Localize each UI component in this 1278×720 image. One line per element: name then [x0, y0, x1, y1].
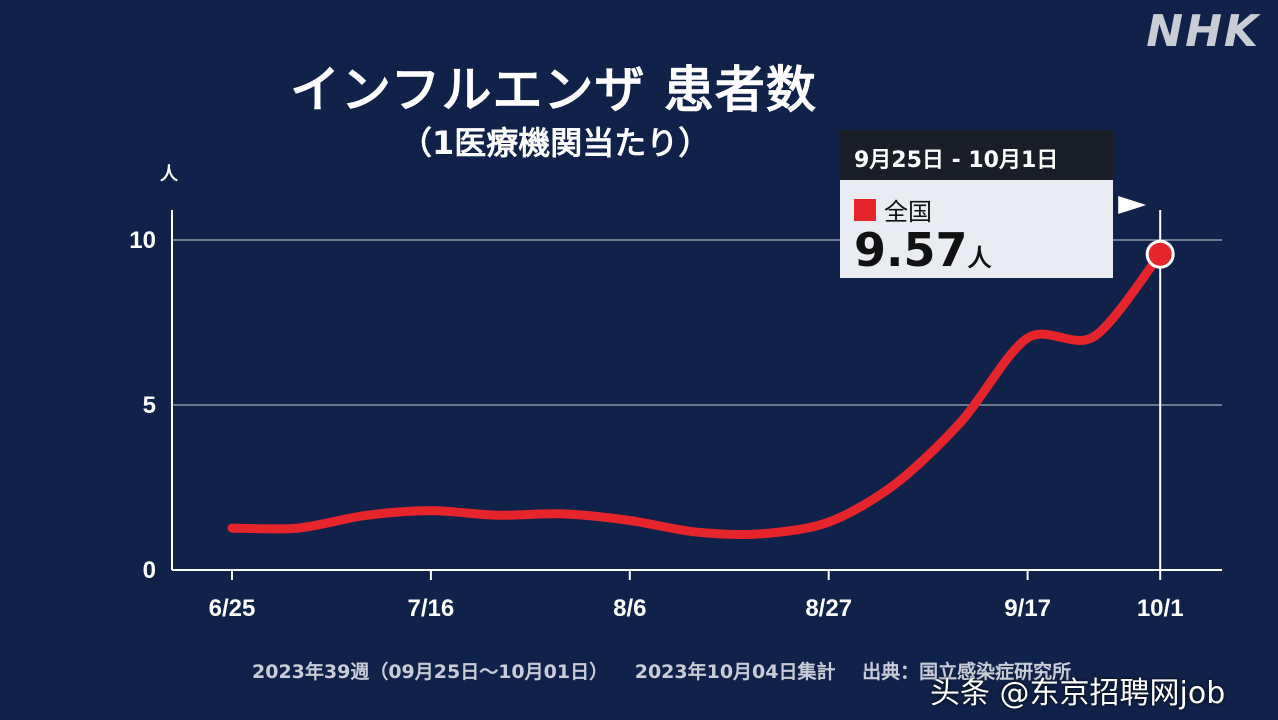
- tooltip-body: 全国 9.57人: [840, 180, 1113, 278]
- footer-aggregated: 2023年10月04日集計: [634, 661, 836, 683]
- y-tick-label: 10: [129, 227, 156, 254]
- tooltip-value: 9.57: [854, 223, 968, 277]
- chart-title: インフルエンザ 患者数: [290, 61, 817, 119]
- y-tick-label: 0: [143, 557, 156, 584]
- tooltip-unit: 人: [967, 244, 992, 272]
- x-tick-label: 7/16: [408, 595, 455, 622]
- footer-week: 2023年39週（09月25日～10月01日）: [252, 661, 609, 683]
- x-tick-label: 8/6: [613, 595, 646, 622]
- series-line-zenkoku: [227, 249, 1165, 539]
- nhk-logo: NHK: [1146, 6, 1260, 57]
- highlight-point: [1145, 239, 1175, 269]
- x-tick-label: 10/1: [1137, 595, 1184, 622]
- flag-marker: [1118, 196, 1147, 214]
- footer-source: 出典：国立感染症研究所: [862, 661, 1072, 683]
- tooltip-series-label: 全国: [884, 198, 932, 226]
- tooltip-series: 全国: [854, 192, 1099, 227]
- x-tick-label: 8/27: [805, 595, 852, 622]
- tooltip-period: 9月25日 - 10月1日: [840, 130, 1113, 180]
- legend-swatch: [854, 198, 876, 221]
- y-tick-label: 5: [143, 392, 156, 419]
- footer-note: 2023年39週（09月25日～10月01日） 2023年10月04日集計 出典…: [252, 657, 1071, 684]
- chart-subtitle: （1医療機関当たり）: [400, 124, 711, 162]
- x-tick-label: 9/17: [1004, 595, 1051, 622]
- y-axis-unit: 人: [160, 164, 178, 185]
- watermark: 头条 @东京招聘网job: [930, 676, 1226, 711]
- data-tooltip: 9月25日 - 10月1日 全国 9.57人: [840, 130, 1113, 278]
- x-tick-label: 6/25: [209, 595, 256, 622]
